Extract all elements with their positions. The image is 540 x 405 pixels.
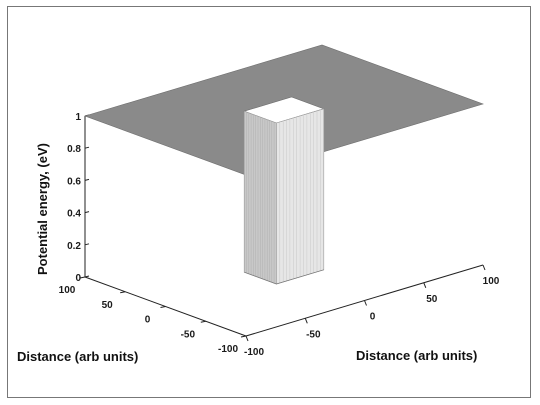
x-tick-label: 100: [483, 276, 500, 287]
z-tick-mark: [84, 243, 90, 246]
y-tick-label: 0: [145, 315, 151, 326]
x-tick-mark: [364, 300, 367, 306]
x-axis-label: Distance (arb units): [17, 349, 138, 364]
x-tick-mark: [423, 282, 427, 288]
y-tick-label: -50: [181, 329, 196, 340]
x-tick-label: 0: [370, 312, 376, 323]
x-tick-mark: [482, 264, 486, 271]
y-tick-mark: [79, 276, 86, 279]
z-tick-label: 0.4: [67, 209, 81, 220]
well-bottom-edge-left: [244, 271, 277, 285]
z-tick-mark: [84, 275, 90, 278]
y-tick-label: 100: [59, 285, 76, 296]
z-tick-label: 0: [75, 273, 81, 284]
z-tick-mark: [84, 211, 90, 214]
well-bottom-edge-right: [276, 269, 324, 285]
z-axis-label: Potential energy, (eV): [35, 143, 50, 275]
y-tick-mark: [200, 320, 206, 323]
y-axis-label: Distance (arb units): [356, 348, 477, 363]
z-tick-label: 0.6: [67, 176, 81, 187]
z-tick-mark: [84, 178, 90, 181]
x-tick-label: -100: [244, 347, 264, 358]
x-tick-label: -50: [306, 329, 321, 340]
labels-layer: Potential energy, (eV) Distance (arb uni…: [17, 143, 477, 364]
x-tick-mark: [245, 335, 249, 342]
y-tick-mark: [240, 335, 247, 338]
z-tick-label: 0.8: [67, 144, 81, 155]
z-tick-label: 1: [75, 112, 81, 123]
x-tick-mark: [304, 318, 308, 324]
y-tick-label: -100: [218, 344, 238, 355]
x-tick-label: 50: [426, 294, 438, 305]
y-tick-mark: [160, 306, 166, 308]
z-tick-label: 0.2: [67, 241, 81, 252]
y-tick-mark: [120, 291, 126, 294]
z-tick-mark: [84, 146, 90, 149]
y-tick-label: 50: [102, 300, 114, 311]
surface-layer: [84, 44, 484, 285]
